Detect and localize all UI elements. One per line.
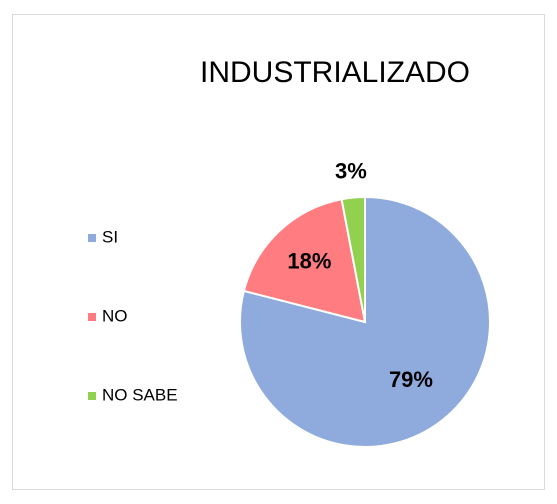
- legend-label: SI: [102, 227, 118, 246]
- legend-marker: [88, 392, 96, 400]
- pie-slice: [242, 198, 367, 324]
- legend-label: NO: [102, 306, 128, 325]
- legend-label: NO SABE: [102, 385, 178, 404]
- data-label: 3%: [335, 158, 367, 183]
- data-label: 79%: [389, 367, 433, 392]
- data-label: 18%: [287, 249, 331, 274]
- pie-slice: [340, 195, 366, 323]
- chart-title: INDUSTRIALIZADO: [200, 56, 470, 89]
- legend-marker: [88, 313, 96, 321]
- legend-marker: [88, 234, 96, 242]
